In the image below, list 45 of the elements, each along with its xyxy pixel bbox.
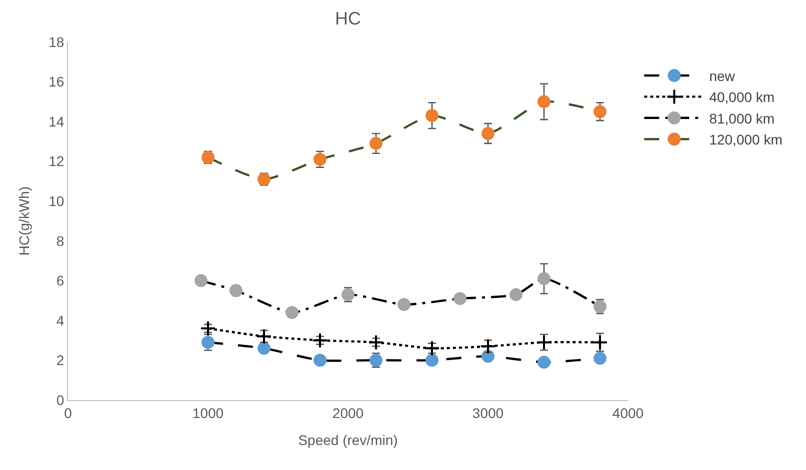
y-tick-label: 0 [56,392,64,408]
legend-label: new [709,68,736,84]
point [594,352,606,365]
point [370,136,382,150]
y-tick-label: 18 [48,34,64,50]
point [368,334,384,350]
x-tick-label: 2000 [332,404,364,421]
y-tick-label: 10 [48,193,64,210]
point [538,95,550,108]
point [200,320,216,336]
legend-label: 81,000 km [709,110,775,126]
y-tick-label: 6 [56,272,64,289]
x-tick-label: 3000 [472,404,504,421]
y-tick-label: 4 [56,312,64,328]
point [398,298,410,312]
point [312,332,328,348]
x-tick-label: 1000 [192,404,224,421]
x-axis-title: Speed (rev/min) [298,432,398,448]
legend-label: 120,000 km [709,132,782,148]
point [286,306,298,319]
point [194,274,208,288]
point [594,105,606,118]
point [256,328,272,344]
point [314,354,326,367]
point [482,126,494,140]
point [510,288,522,302]
y-tick-label: 2 [56,352,64,368]
point [592,334,608,350]
y-axis-title: HC(g/kWh) [16,186,32,256]
y-tick-label: 14 [48,113,64,130]
point [258,342,270,355]
point [538,272,550,286]
y-tick-label: 12 [48,153,64,170]
point [424,340,440,356]
point [538,356,550,369]
y-tick-label: 8 [56,232,64,249]
y-tick-label: 16 [48,74,64,90]
x-tick-label: 4000 [612,404,644,421]
point [426,109,438,122]
chart-title: HC [335,8,361,28]
point [454,292,466,306]
point [480,338,496,354]
point [426,354,438,367]
legend-label: 40,000 km [709,89,775,106]
point [536,334,552,350]
